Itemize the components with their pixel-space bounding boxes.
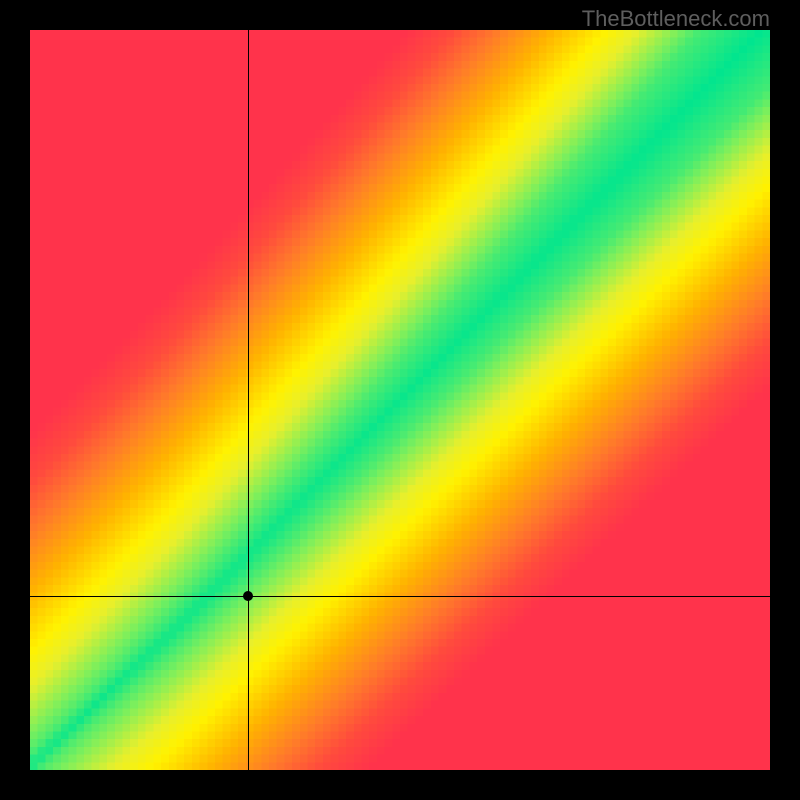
crosshair-horizontal-line: [30, 596, 770, 597]
plot-area: [30, 30, 770, 770]
crosshair-marker: [243, 591, 253, 601]
heatmap-canvas: [30, 30, 770, 770]
crosshair-vertical-line: [248, 30, 249, 770]
watermark-text: TheBottleneck.com: [582, 6, 770, 32]
